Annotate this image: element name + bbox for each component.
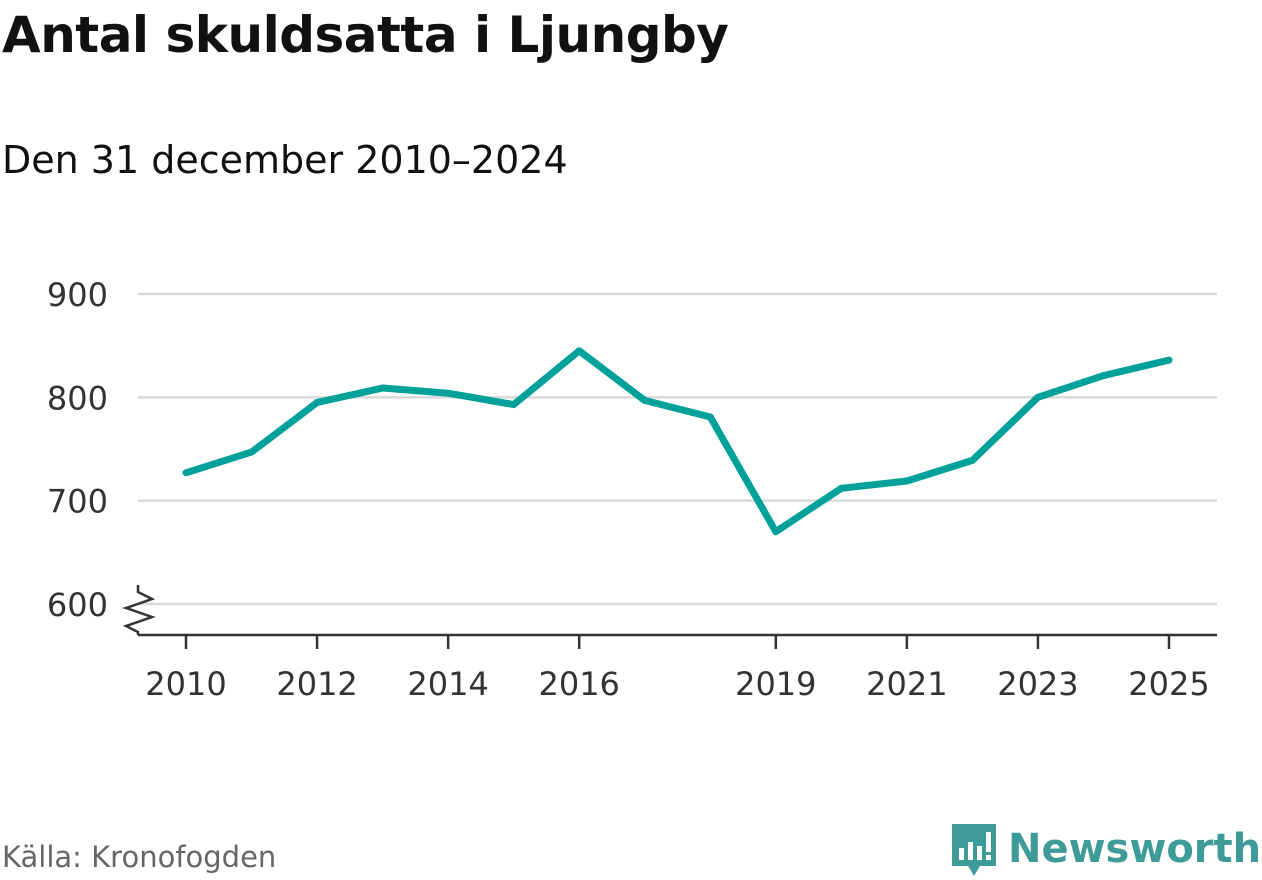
data-point-2020 (837, 484, 845, 492)
series-line-0 (184, 347, 1170, 536)
data-point-2016 (575, 347, 583, 355)
x-tick-label: 2019 (735, 665, 816, 703)
data-point-2012 (313, 399, 321, 406)
y-tick-label: 900 (47, 276, 108, 314)
data-point-2013 (379, 384, 387, 392)
x-tick-label: 2012 (276, 665, 357, 703)
newsworthy-logo: Newsworthy (950, 818, 1262, 880)
data-point-2015 (510, 401, 518, 409)
x-tick-label: 2014 (407, 665, 488, 703)
chart-subtitle: Den 31 december 2010–2024 (2, 138, 568, 182)
y-axis-ticks: 600 700 800 900 (47, 276, 108, 624)
y-tick-label: 600 (47, 586, 108, 624)
data-point-2011 (248, 448, 256, 456)
x-tick-label: 2021 (866, 665, 947, 703)
data-point-2010 (182, 469, 190, 477)
data-point-2017 (641, 396, 649, 404)
brand-name: Newsworthy (1008, 826, 1262, 872)
data-point-2014 (444, 389, 452, 397)
data-point-2024 (1099, 372, 1107, 380)
data-point-2018 (706, 413, 714, 421)
y-tick-label: 800 (47, 379, 108, 417)
source-note: Källa: Kronofogden (2, 840, 277, 874)
gridlines (138, 292, 1217, 606)
x-tick-label: 2010 (145, 665, 226, 703)
x-tick-label: 2016 (538, 665, 619, 703)
series-layer (182, 347, 1173, 536)
x-axis: 2010 2012 2014 2016 2019 2021 2023 2025 (122, 585, 1217, 703)
data-point-2025 (1165, 356, 1173, 364)
chart-title: Antal skuldsatta i Ljungby (2, 6, 729, 64)
data-point-2022 (968, 456, 976, 464)
y-tick-label: 700 (47, 483, 108, 521)
data-point-2023 (1034, 393, 1042, 401)
x-tick-label: 2025 (1128, 665, 1209, 703)
x-tick-label: 2023 (997, 665, 1078, 703)
data-point-2019 (772, 528, 780, 536)
bar-chart-bubble-icon (952, 824, 996, 876)
data-point-2021 (903, 477, 911, 485)
axis-break-mark (122, 585, 156, 635)
